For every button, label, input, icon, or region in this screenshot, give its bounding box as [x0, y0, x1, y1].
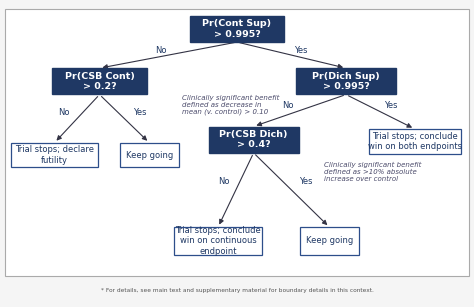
Text: Trial stops; conclude
win on continuous
endpoint: Trial stops; conclude win on continuous …: [175, 226, 261, 256]
Text: No: No: [58, 107, 70, 117]
Text: Yes: Yes: [294, 45, 308, 55]
Bar: [174, 227, 262, 255]
Text: Pr(Dich Sup)
> 0.995?: Pr(Dich Sup) > 0.995?: [312, 72, 380, 91]
Text: Trial stops; conclude
win on both endpoints: Trial stops; conclude win on both endpoi…: [368, 131, 462, 151]
Bar: [368, 129, 461, 154]
Text: Yes: Yes: [299, 177, 312, 186]
Bar: [300, 227, 359, 255]
Text: Pr(CSB Cont)
> 0.2?: Pr(CSB Cont) > 0.2?: [64, 72, 135, 91]
Text: Trial stops; declare
futility: Trial stops; declare futility: [15, 145, 94, 165]
Text: Keep going: Keep going: [306, 236, 353, 246]
Bar: [5, 9, 469, 276]
Text: Pr(Cont Sup)
> 0.995?: Pr(Cont Sup) > 0.995?: [202, 19, 272, 39]
Text: Yes: Yes: [384, 101, 398, 110]
Text: Keep going: Keep going: [126, 150, 173, 160]
Bar: [52, 68, 147, 95]
Text: Clinically significant benefit
defined as >10% absolute
increase over control: Clinically significant benefit defined a…: [324, 162, 421, 182]
Bar: [190, 16, 284, 42]
Text: No: No: [283, 101, 294, 110]
Text: Pr(CSB Dich)
> 0.4?: Pr(CSB Dich) > 0.4?: [219, 130, 288, 150]
Text: No: No: [218, 177, 229, 186]
Bar: [11, 143, 99, 167]
Text: * For details, see main text and supplementary material for boundary details in : * For details, see main text and supplem…: [100, 288, 374, 293]
Text: No: No: [155, 45, 167, 55]
Text: Yes: Yes: [133, 107, 146, 117]
Bar: [296, 68, 396, 95]
Bar: [209, 126, 299, 153]
Bar: [119, 143, 179, 167]
Text: Clinically significant benefit
defined as decrease in
mean (v. control) > 0.10: Clinically significant benefit defined a…: [182, 95, 280, 115]
